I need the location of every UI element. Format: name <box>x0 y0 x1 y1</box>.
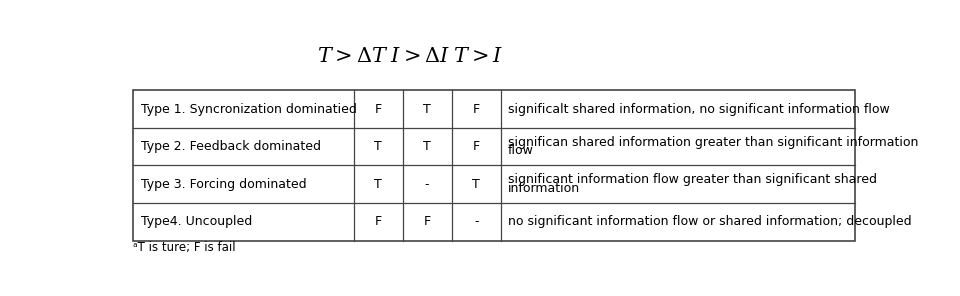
Text: $T > \Delta T \; I > \Delta I \; T > I$: $T > \Delta T \; I > \Delta I \; T > I$ <box>317 46 503 66</box>
Text: F: F <box>472 140 480 153</box>
Text: T: T <box>374 140 382 153</box>
Text: F: F <box>374 102 382 115</box>
Text: T: T <box>423 102 431 115</box>
Text: T: T <box>374 178 382 191</box>
Text: F: F <box>472 102 480 115</box>
Text: -: - <box>474 215 478 228</box>
Text: T: T <box>423 140 431 153</box>
Text: ᵃT is ture; F is fail: ᵃT is ture; F is fail <box>133 241 236 254</box>
Text: significant information flow greater than significant shared: significant information flow greater tha… <box>508 173 877 186</box>
Text: significan shared information greater than significant information: significan shared information greater th… <box>508 136 919 149</box>
Text: -: - <box>425 178 429 191</box>
Bar <box>133 90 855 241</box>
Text: T: T <box>472 178 480 191</box>
Text: no significant information flow or shared information; decoupled: no significant information flow or share… <box>508 215 912 228</box>
Text: F: F <box>423 215 431 228</box>
Text: Type 1. Syncronization dominatied: Type 1. Syncronization dominatied <box>141 102 357 115</box>
Text: Type 3. Forcing dominated: Type 3. Forcing dominated <box>141 178 306 191</box>
Text: information: information <box>508 182 580 195</box>
Text: Type 2. Feedback dominated: Type 2. Feedback dominated <box>141 140 321 153</box>
Text: significalt shared information, no significant information flow: significalt shared information, no signi… <box>508 102 890 115</box>
Text: flow: flow <box>508 144 534 157</box>
Text: Type4. Uncoupled: Type4. Uncoupled <box>141 215 252 228</box>
Text: F: F <box>374 215 382 228</box>
